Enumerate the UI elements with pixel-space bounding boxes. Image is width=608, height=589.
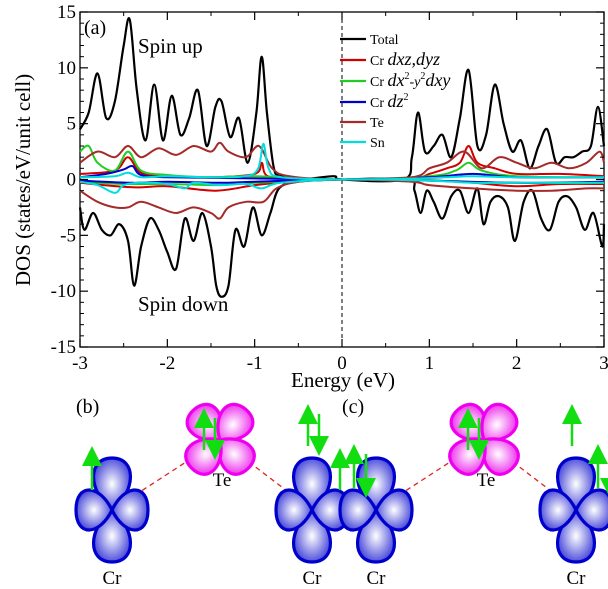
legend-label-total: Total [370, 33, 399, 48]
panel-label-b: (b) [76, 396, 99, 418]
series-line-cr-dz2-up [79, 164, 605, 181]
x-tick-label: 3 [599, 353, 608, 374]
series-line-sn-up [79, 142, 605, 181]
legend-orbital: dz [388, 91, 404, 111]
legend-label-cr-dx2y2-dxy: Cr dx2-y2dxy [370, 70, 450, 90]
legend-item-sn: Sn [340, 136, 385, 151]
cr-lobe-right [110, 488, 150, 532]
legend-cr-prefix: Cr [370, 75, 388, 90]
cr-lobe-left-group [74, 488, 114, 532]
legend-label-sn: Sn [370, 136, 385, 151]
cr-left-label: Cr [103, 568, 123, 589]
cr-orbital-left [338, 456, 414, 564]
cr-lobe-left [538, 488, 578, 532]
legend-item-cr-dz2: Cr dz2 [340, 91, 409, 111]
te-orbital [448, 402, 520, 476]
legend-sup: 2 [420, 71, 425, 82]
cr-right-label: Cr [567, 568, 587, 589]
y-axis-label: DOS (states/eV/unit cell) [11, 74, 35, 286]
series-layer [78, 17, 606, 298]
cr-lobe-right-group [110, 488, 150, 532]
legend-orbital: dxz,dyz [388, 49, 441, 69]
y-tick-label: -10 [51, 281, 76, 302]
cr-lobe-left [274, 488, 314, 532]
te-lobe-1 [480, 402, 519, 442]
x-tick-label: 0 [337, 353, 347, 374]
y-tick-label: 10 [57, 58, 76, 79]
x-tick-label: -1 [247, 353, 263, 374]
legend-label-cr-dz2: Cr dz2 [370, 91, 409, 111]
cr-lobe-right [374, 488, 414, 532]
cr-right-label: Cr [303, 568, 323, 589]
spin-up-label: Spin up [138, 34, 203, 58]
legend-item-total: Total [340, 33, 399, 48]
schematic-c: Te Cr Cr [338, 402, 608, 589]
series-line-te-down [79, 178, 605, 220]
cr-lobe-right-group [374, 488, 414, 532]
x-tick-label: -3 [72, 353, 88, 374]
panel-label-a: (a) [84, 17, 106, 39]
legend-cr-prefix: Cr [370, 96, 388, 111]
schematic-b: Te Cr Cr [74, 402, 350, 589]
spin-down-label: Spin down [138, 292, 229, 316]
legend-sup: 2 [404, 92, 409, 103]
te-lobe-1 [216, 402, 255, 442]
te-orbital [184, 402, 256, 476]
legend-sup: 2 [405, 71, 410, 82]
te-lobe-1-group [216, 402, 255, 442]
legend-item-cr-dx2y2-dxy: Cr dx2-y2dxy [340, 70, 450, 90]
te-label: Te [213, 470, 232, 491]
x-tick-label: 2 [512, 353, 522, 374]
te-lobe-1-group [480, 402, 519, 442]
legend-item-te: Te [340, 116, 384, 131]
cr-orbital-right [274, 456, 350, 564]
legend-item-cr-dxz-dyz: Cr dxz,dyz [340, 49, 440, 69]
cr-lobe-left-group [274, 488, 314, 532]
x-tick-label: 1 [425, 353, 435, 374]
cr-orbital-right [538, 456, 608, 564]
cr-lobe-right [574, 488, 608, 532]
y-tick-label: -5 [60, 225, 76, 246]
y-tick-label: -15 [51, 337, 76, 358]
cr-left-label: Cr [367, 568, 387, 589]
x-axis-label: Energy (eV) [291, 368, 395, 392]
legend-orbital-tail: -y [410, 75, 422, 90]
y-tick-label: 5 [67, 114, 77, 135]
legend: Total Cr dxz,dyz Cr dx2-y2dxy Cr dz2 Te … [340, 33, 450, 151]
legend-orbital: dx [388, 70, 405, 90]
series-line-te-up [79, 141, 605, 181]
legend-cr-prefix: Cr [370, 54, 388, 69]
legend-orbital-tail: dxy [425, 70, 450, 90]
y-tick-label: 0 [67, 170, 77, 191]
cr-lobe-left [74, 488, 114, 532]
legend-label-te: Te [370, 116, 384, 131]
legend-label-cr-dxz-dyz: Cr dxz,dyz [370, 49, 440, 69]
panel-label-c: (c) [342, 396, 364, 418]
y-tick-label: 15 [57, 2, 76, 23]
series-line-sn-down [79, 178, 604, 194]
cr-lobe-right-group [574, 488, 608, 532]
x-tick-label: -2 [159, 353, 175, 374]
te-label: Te [477, 470, 496, 491]
cr-lobe-left-group [538, 488, 578, 532]
cr-orbital-left [74, 456, 150, 564]
